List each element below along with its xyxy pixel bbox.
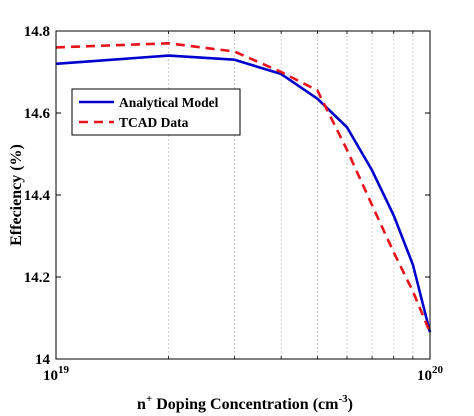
y-tick-label: 14.8 [24, 24, 50, 40]
series-line-tcad-data [55, 41, 432, 333]
legend-label: Analytical Model [119, 95, 219, 110]
y-tick-label: 14.6 [24, 106, 51, 122]
series-group [55, 41, 432, 333]
grid [168, 31, 414, 359]
y-tick-label: 14.4 [24, 188, 51, 204]
y-axis-label: Effeciency (%) [8, 144, 25, 246]
x-tick-label: 1019 [43, 364, 70, 384]
ticks: 14 14.2 14.4 14.6 14.8 1019 1020 [24, 24, 444, 384]
x-axis-label: n+ Doping Concentration (cm-3) [137, 393, 353, 413]
x-tick-label: 1020 [417, 364, 444, 384]
legend: Analytical Model TCAD Data [71, 88, 241, 136]
y-tick-label: 14 [35, 352, 51, 368]
legend-box [71, 88, 241, 136]
legend-label: TCAD Data [119, 115, 189, 130]
y-tick-label: 14.2 [24, 270, 50, 286]
series-line-analytical-model [55, 54, 432, 333]
